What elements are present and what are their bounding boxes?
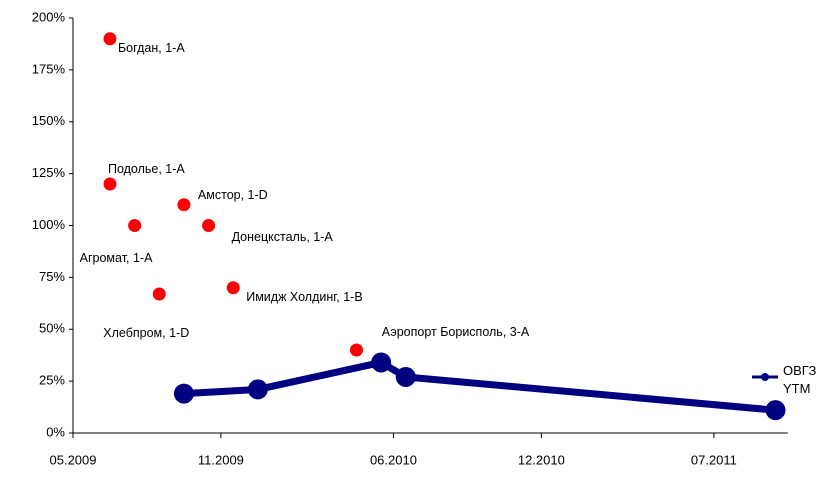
y-tick-label: 150% bbox=[32, 113, 66, 128]
legend-marker bbox=[761, 373, 769, 381]
scatter-point bbox=[152, 287, 166, 301]
legend-label: ОВГЗ YTM bbox=[783, 363, 817, 396]
line-point bbox=[765, 400, 786, 421]
scatter-point bbox=[177, 198, 191, 212]
line-point bbox=[371, 352, 392, 373]
point-label: Аэропорт Борисполь, 3-А bbox=[381, 325, 530, 339]
y-tick-label: 100% bbox=[32, 217, 66, 232]
y-tick-label: 0% bbox=[46, 424, 65, 439]
point-label: Донецксталь, 1-А bbox=[231, 229, 333, 244]
line-point bbox=[173, 383, 194, 404]
x-tick-label: 06.2010 bbox=[370, 452, 417, 467]
point-label: Хлебпром, 1-D bbox=[103, 325, 190, 340]
point-label: Богдан, 1-А bbox=[117, 40, 185, 55]
x-tick-label: 07.2011 bbox=[691, 452, 737, 467]
line-series bbox=[183, 358, 776, 414]
x-tick-label: 12.2010 bbox=[518, 452, 565, 467]
y-tick-label: 125% bbox=[32, 165, 66, 180]
y-tick-label: 200% bbox=[32, 9, 66, 24]
point-label: Агромат, 1-А bbox=[79, 250, 153, 265]
scatter-point bbox=[202, 219, 216, 232]
scatter-point bbox=[103, 177, 117, 191]
scatter-point bbox=[128, 219, 142, 232]
y-tick-label: 75% bbox=[39, 269, 65, 284]
y-tick-label: 175% bbox=[32, 61, 66, 76]
line-point bbox=[395, 366, 416, 387]
x-tick-label: 11.2009 bbox=[198, 452, 244, 467]
scatter-point bbox=[226, 281, 240, 295]
line-point bbox=[247, 379, 268, 400]
x-tick-label: 05.2009 bbox=[50, 452, 97, 467]
point-label: Имидж Холдинг, 1-В bbox=[246, 289, 363, 304]
scatter-point bbox=[103, 32, 117, 46]
scatter-point bbox=[349, 343, 363, 357]
point-label: Амстор, 1-D bbox=[197, 187, 268, 202]
y-tick-label: 25% bbox=[39, 373, 65, 388]
y-tick-label: 50% bbox=[39, 321, 65, 336]
point-label: Подолье, 1-А bbox=[107, 162, 185, 176]
